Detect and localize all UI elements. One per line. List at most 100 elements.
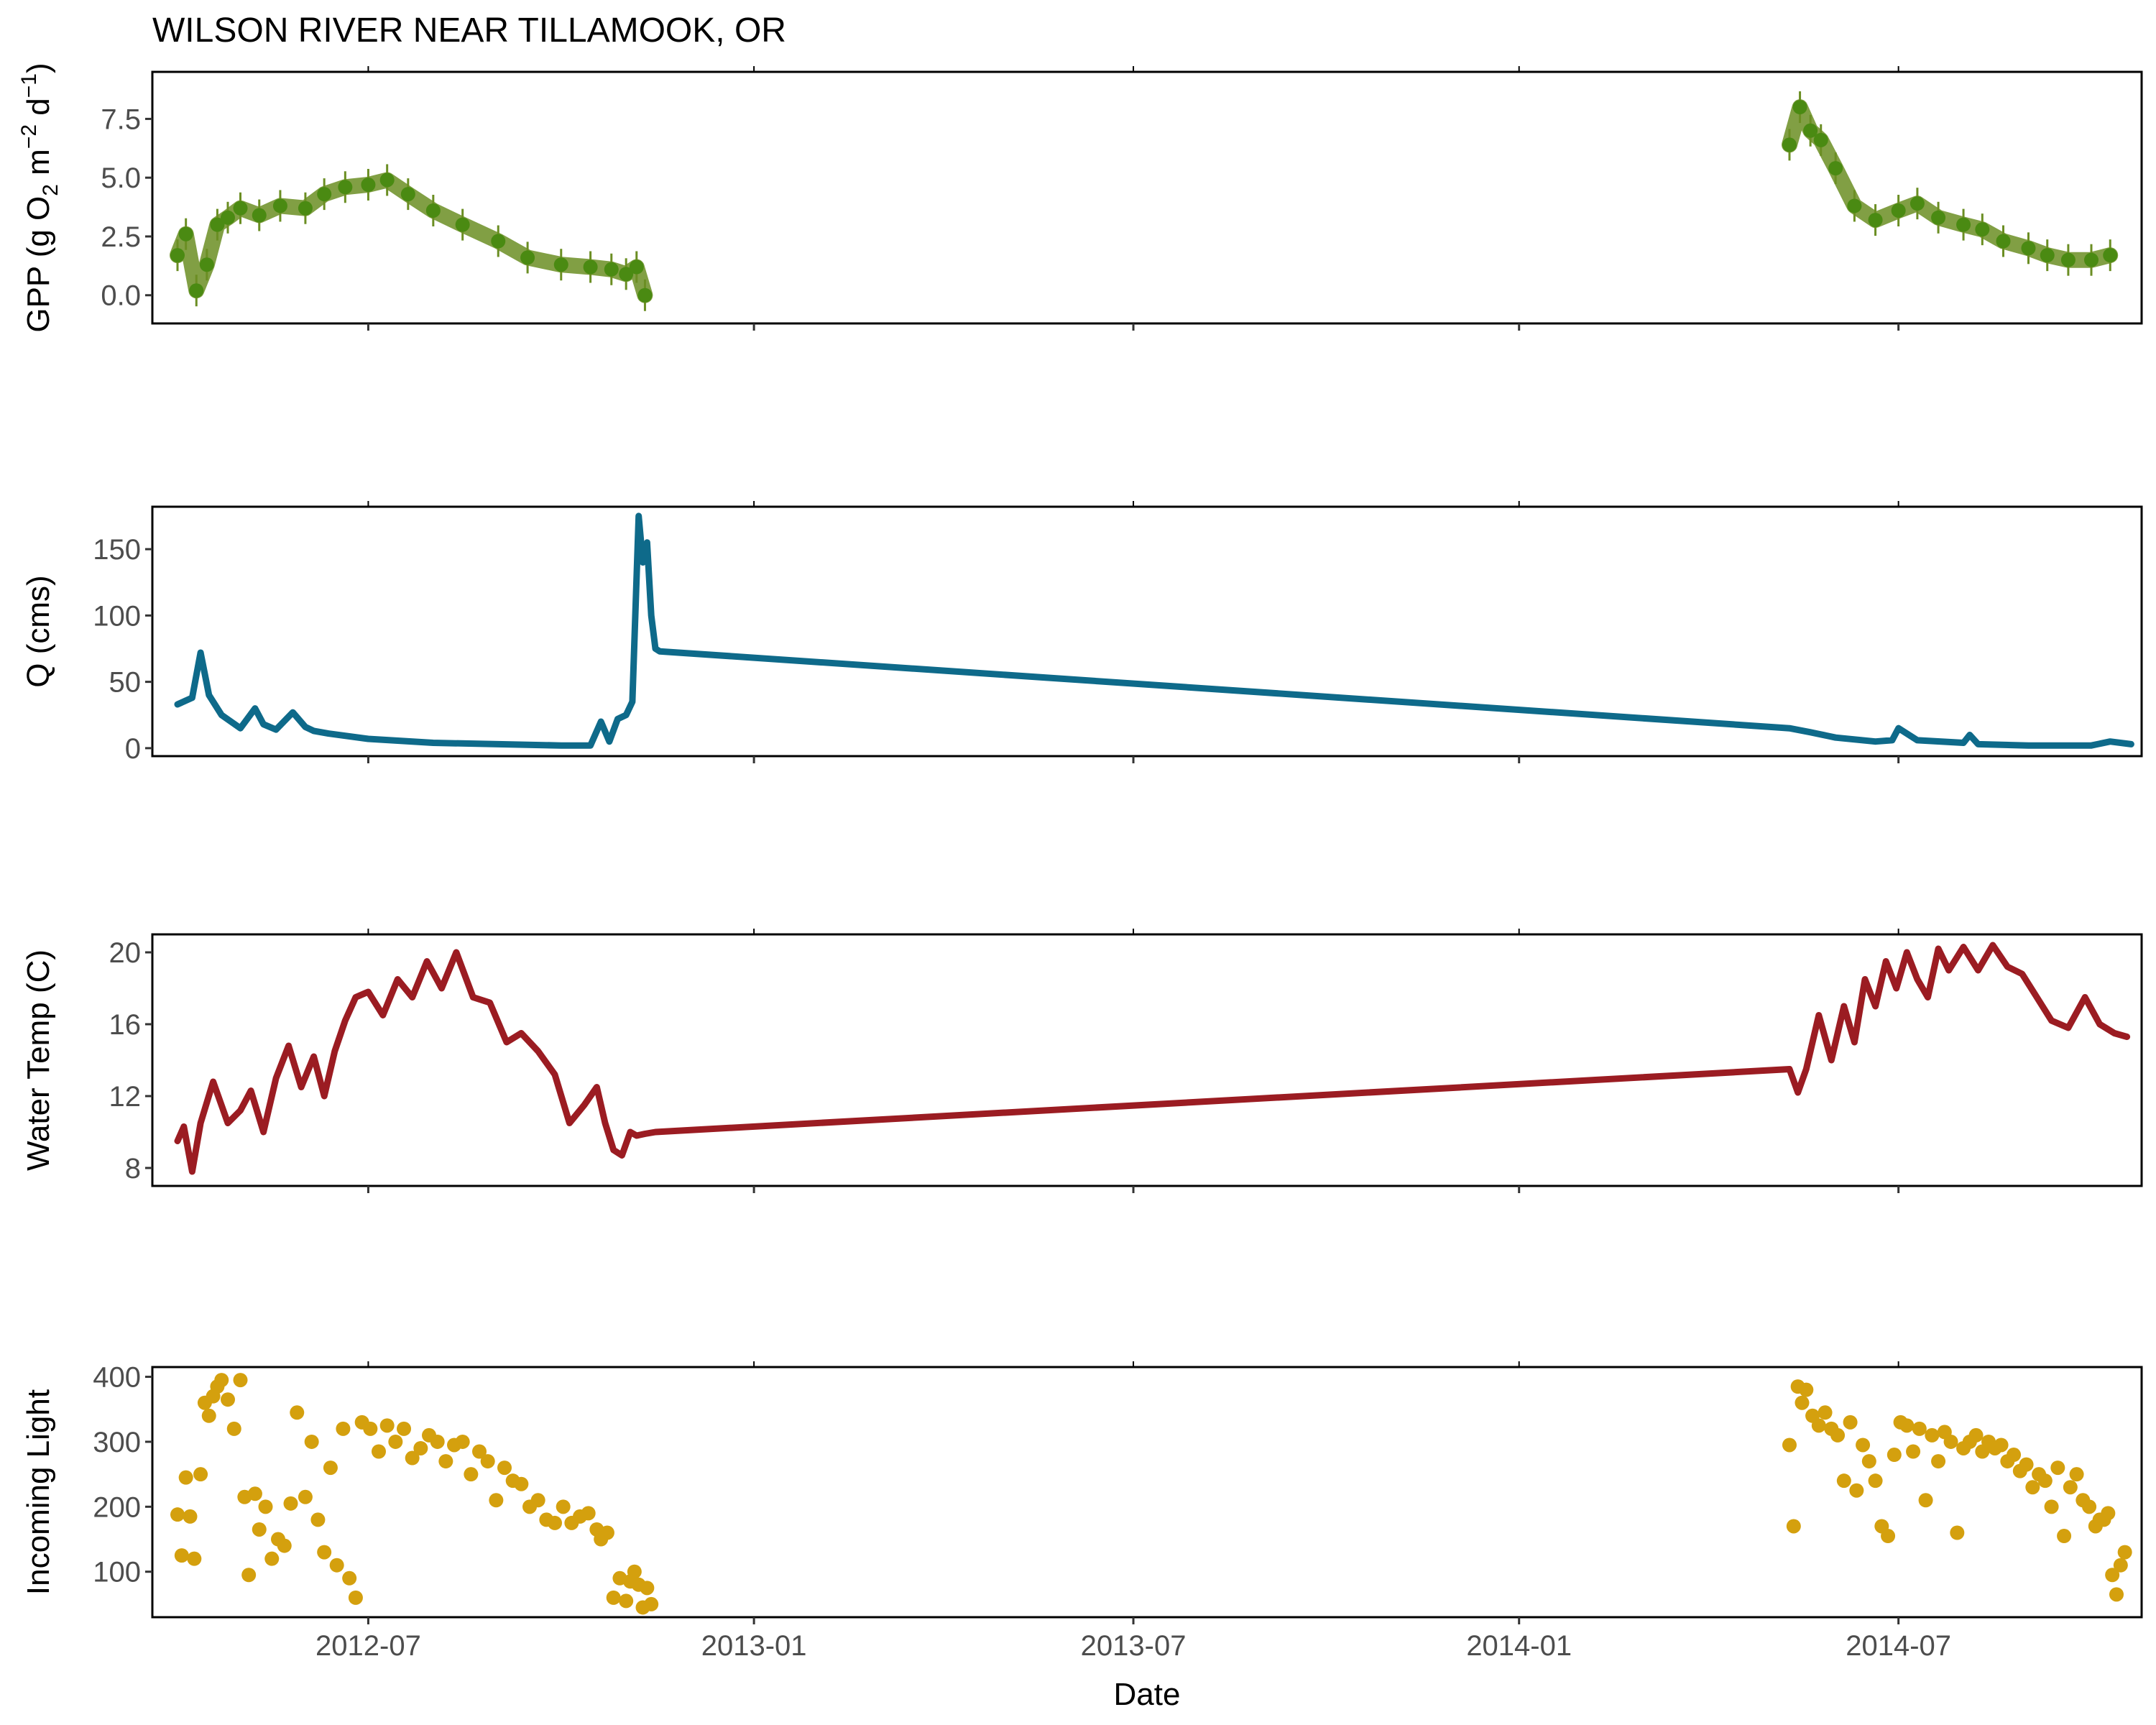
data-point: [1956, 217, 1971, 232]
y-axis-label-part: −2: [17, 124, 41, 149]
y-tick-label: 12: [109, 1081, 142, 1113]
data-point: [193, 1467, 208, 1482]
data-point: [2101, 1506, 2116, 1521]
data-point: [553, 257, 568, 272]
y-tick-label: 7.5: [101, 104, 141, 135]
data-point: [1918, 1493, 1933, 1508]
data-point: [1849, 1483, 1864, 1498]
data-point: [2105, 1568, 2120, 1583]
data-point: [2007, 1448, 2022, 1463]
data-point: [290, 1405, 305, 1420]
data-point: [438, 1454, 453, 1469]
data-point: [1994, 1438, 2009, 1453]
y-tick-label: 50: [109, 667, 142, 699]
data-point: [2019, 1457, 2034, 1472]
data-point: [619, 1593, 634, 1609]
data-point: [272, 198, 287, 213]
y-axis-label: GPP (g O2 m−2 d−1): [17, 63, 63, 332]
data-point: [221, 210, 236, 225]
data-point: [379, 172, 395, 188]
data-point: [1950, 1525, 1965, 1540]
data-point: [2082, 1499, 2097, 1514]
data-point: [1861, 1454, 1876, 1469]
data-point: [252, 208, 267, 223]
data-point: [252, 1522, 267, 1537]
y-tick-label: 0: [125, 733, 141, 765]
data-point: [1975, 222, 1990, 237]
data-point: [1868, 213, 1883, 228]
data-point: [455, 217, 470, 232]
data-layer: [174, 942, 2131, 1175]
data-point: [1818, 1405, 1833, 1420]
y-axis-label-part: d: [21, 98, 56, 124]
panel-gpp: 0.0 2.5 5.0 7.5 GPP (g O2 m−2 d−1): [17, 63, 2143, 333]
data-point: [1795, 1395, 1810, 1410]
data-point: [514, 1476, 529, 1491]
data-point: [619, 267, 634, 282]
data-point: [400, 187, 415, 202]
data-point: [1899, 1418, 1915, 1433]
series-band: [1782, 99, 2119, 268]
data-point: [489, 1493, 504, 1508]
data-point: [606, 1590, 621, 1605]
y-axis-label: Q (cms): [21, 575, 56, 687]
data-layer: [170, 1373, 2132, 1615]
data-point: [1886, 1448, 1902, 1463]
panel-frame: [151, 70, 2143, 325]
data-point: [2037, 1473, 2053, 1489]
data-point: [348, 1590, 363, 1605]
data-point: [1847, 198, 1862, 213]
data-layer: [174, 512, 2134, 749]
y-tick-label: 5.0: [101, 162, 141, 194]
data-point: [2050, 1460, 2065, 1476]
y-tick-label: 8: [125, 1153, 141, 1184]
y-tick-label: 20: [109, 937, 142, 969]
data-point: [1925, 1427, 1940, 1443]
data-point: [644, 1596, 659, 1611]
data-point: [2117, 1545, 2132, 1560]
data-point: [1786, 1519, 1801, 1534]
y-tick-label: 300: [93, 1427, 141, 1458]
y-tick-label: 150: [93, 534, 141, 566]
panel-water-temp: 8 12 16 20 Water Temp (C): [21, 929, 2143, 1193]
panels: 0.0 2.5 5.0 7.5 GPP (g O2 m−2 d−1) 0 50 100 150 Q…: [17, 63, 2143, 1624]
data-point: [338, 180, 353, 195]
data-point: [1996, 234, 2011, 249]
data-point: [2044, 1499, 2059, 1514]
data-point: [298, 1489, 313, 1504]
data-point: [1931, 210, 1946, 225]
chart-title: WILSON RIVER NEAR TILLAMOOK, OR: [152, 12, 786, 50]
data-point: [388, 1434, 403, 1449]
data-point: [1931, 1454, 1946, 1469]
data-point: [363, 1421, 378, 1436]
data-point: [583, 259, 598, 275]
data-point: [1836, 1473, 1851, 1489]
data-point: [520, 250, 535, 265]
data-point: [317, 187, 332, 202]
data-point: [317, 1545, 332, 1560]
data-point: [233, 201, 248, 216]
y-tick-label: 100: [93, 1557, 141, 1588]
data-point: [233, 1373, 248, 1388]
data-point: [342, 1570, 357, 1586]
data-point: [548, 1515, 563, 1530]
data-point: [430, 1434, 445, 1449]
data-point: [277, 1538, 292, 1553]
data-point: [1943, 1434, 1958, 1449]
data-point: [329, 1558, 344, 1573]
data-point: [199, 257, 214, 272]
data-point: [480, 1454, 495, 1469]
data-point: [472, 1444, 487, 1459]
data-point: [174, 1548, 189, 1563]
x-tick-label: 2014-07: [1846, 1630, 1951, 1662]
series-line: [174, 512, 2134, 749]
panel-incoming-light: 100 200 300 400 Incoming Light: [21, 1361, 2143, 1624]
data-point: [455, 1434, 470, 1449]
data-point: [599, 1525, 614, 1540]
data-point: [405, 1450, 420, 1466]
data-point: [1868, 1473, 1883, 1489]
y-axis-label-part: ): [21, 63, 56, 73]
data-point: [1799, 1382, 1814, 1397]
data-point: [2109, 1587, 2124, 1602]
data-point: [298, 201, 313, 216]
